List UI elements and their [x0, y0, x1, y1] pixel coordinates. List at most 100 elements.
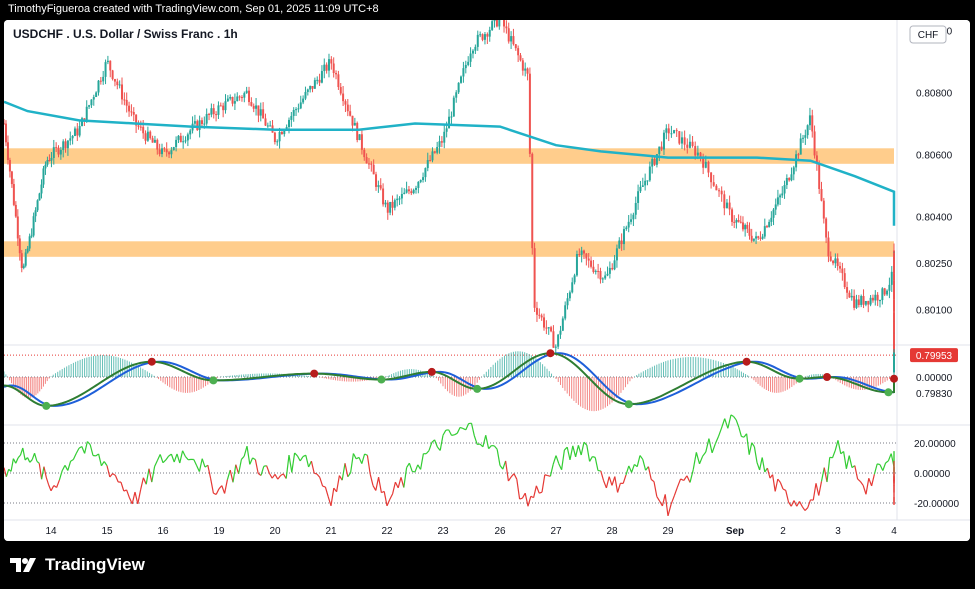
candle-body [699, 152, 702, 159]
candle-body [290, 115, 293, 120]
rsi-line-segment [389, 493, 394, 500]
oscillator-cross-marker [377, 375, 386, 384]
currency-badge[interactable]: CHF [909, 25, 947, 44]
candle-body [309, 85, 312, 90]
candle-body [822, 200, 825, 219]
candle-body [620, 240, 623, 245]
rsi-line-segment [569, 445, 574, 460]
candle-body [76, 128, 79, 136]
candle-body [90, 99, 93, 106]
price-axis-label: 0.80400 [916, 213, 953, 224]
candle-body [78, 126, 81, 136]
candle-body [311, 85, 314, 89]
rsi-line-segment [240, 455, 245, 460]
chart-attribution: TimothyFigueroa created with TradingView… [8, 3, 379, 15]
time-axis-label: 20 [269, 526, 281, 537]
rsi-line-segment [173, 453, 178, 463]
candle-body [712, 182, 715, 186]
candle-body [893, 280, 895, 300]
candle-body [407, 189, 410, 192]
candle-body [97, 80, 100, 93]
candle-body [818, 163, 821, 190]
candle-body [704, 161, 707, 168]
candle-body [748, 228, 751, 236]
candle-body [48, 160, 51, 162]
rsi-line-segment [358, 457, 363, 464]
candle-body [790, 174, 793, 181]
oscillator-cross-marker [427, 367, 436, 376]
candle-body [259, 109, 262, 116]
candle-body [611, 267, 614, 270]
rsi-line-segment [193, 459, 198, 466]
rsi-line-segment [246, 446, 251, 465]
candle-body [151, 138, 154, 143]
candle-body [737, 220, 740, 222]
rsi-line-segment [521, 492, 526, 499]
rsi-line-segment [252, 457, 256, 461]
rsi-line-segment [145, 468, 150, 485]
rsi-line-segment [50, 485, 55, 492]
candle-body [360, 134, 363, 150]
rsi-line-segment [488, 445, 492, 450]
candle-body [660, 146, 663, 150]
rsi-line-segment [70, 458, 74, 462]
rsi-line-segment [86, 441, 91, 446]
candle-body [599, 270, 602, 280]
rsi-line-segment [631, 464, 635, 473]
rsi-line-segment [751, 442, 755, 448]
rsi-line-segment [541, 474, 546, 493]
candle-body [850, 295, 853, 298]
candle-body [512, 36, 515, 45]
candle-body [243, 93, 246, 98]
rsi-line-segment [577, 445, 582, 456]
chart-container[interactable]: 0.799530.810000.808000.806000.804000.802… [4, 20, 970, 541]
candle-body [104, 62, 107, 77]
candle-body [552, 331, 555, 348]
rsi-line-segment [327, 496, 332, 507]
chart-canvas[interactable]: 0.799530.810000.808000.806000.804000.802… [4, 20, 970, 541]
rsi-line-segment [608, 476, 613, 486]
candle-body [688, 141, 691, 148]
rsi-line-segment [628, 465, 633, 473]
candle-body [266, 125, 269, 127]
candle-body [163, 148, 166, 150]
rsi-line-segment [843, 451, 847, 469]
candle-body [808, 115, 811, 126]
candle-body [580, 250, 583, 255]
rsi-line-segment [213, 492, 217, 495]
rsi-line-segment [109, 473, 114, 478]
rsi-line-segment [448, 429, 453, 436]
last-price-label: 0.79953 [916, 351, 953, 362]
candle-body [59, 149, 62, 155]
candle-body [269, 125, 272, 127]
candle-body [720, 190, 723, 195]
candle-body [627, 221, 630, 228]
brand-footer[interactable]: TradingView [9, 555, 145, 575]
candle-body [797, 154, 800, 156]
rsi-line-segment [686, 475, 691, 483]
rsi-line-segment [454, 432, 458, 436]
candle-body [396, 198, 399, 201]
candle-body [443, 131, 446, 143]
candle-body [346, 104, 349, 112]
candle-body [40, 184, 43, 194]
rsi-line-segment [826, 457, 831, 483]
candle-body [498, 20, 501, 27]
candle-body [128, 105, 131, 112]
candle-body [342, 93, 345, 102]
candle-body [62, 141, 65, 150]
rsi-line-segment [137, 489, 142, 504]
candle-body [208, 113, 211, 115]
rsi-line-segment [285, 455, 290, 479]
oscillator-cross-marker [884, 388, 893, 397]
rsi-line-segment [656, 496, 661, 502]
candle-body [440, 141, 443, 143]
rsi-line-segment [316, 473, 321, 478]
last-price-label-bg [910, 348, 958, 363]
candle-body [118, 84, 121, 86]
rsi-line-segment [392, 481, 396, 495]
rsi-line-segment [154, 460, 158, 467]
candle-body [768, 221, 771, 228]
oscillator-cross-marker [42, 401, 51, 410]
rsi-line-segment [859, 481, 864, 486]
